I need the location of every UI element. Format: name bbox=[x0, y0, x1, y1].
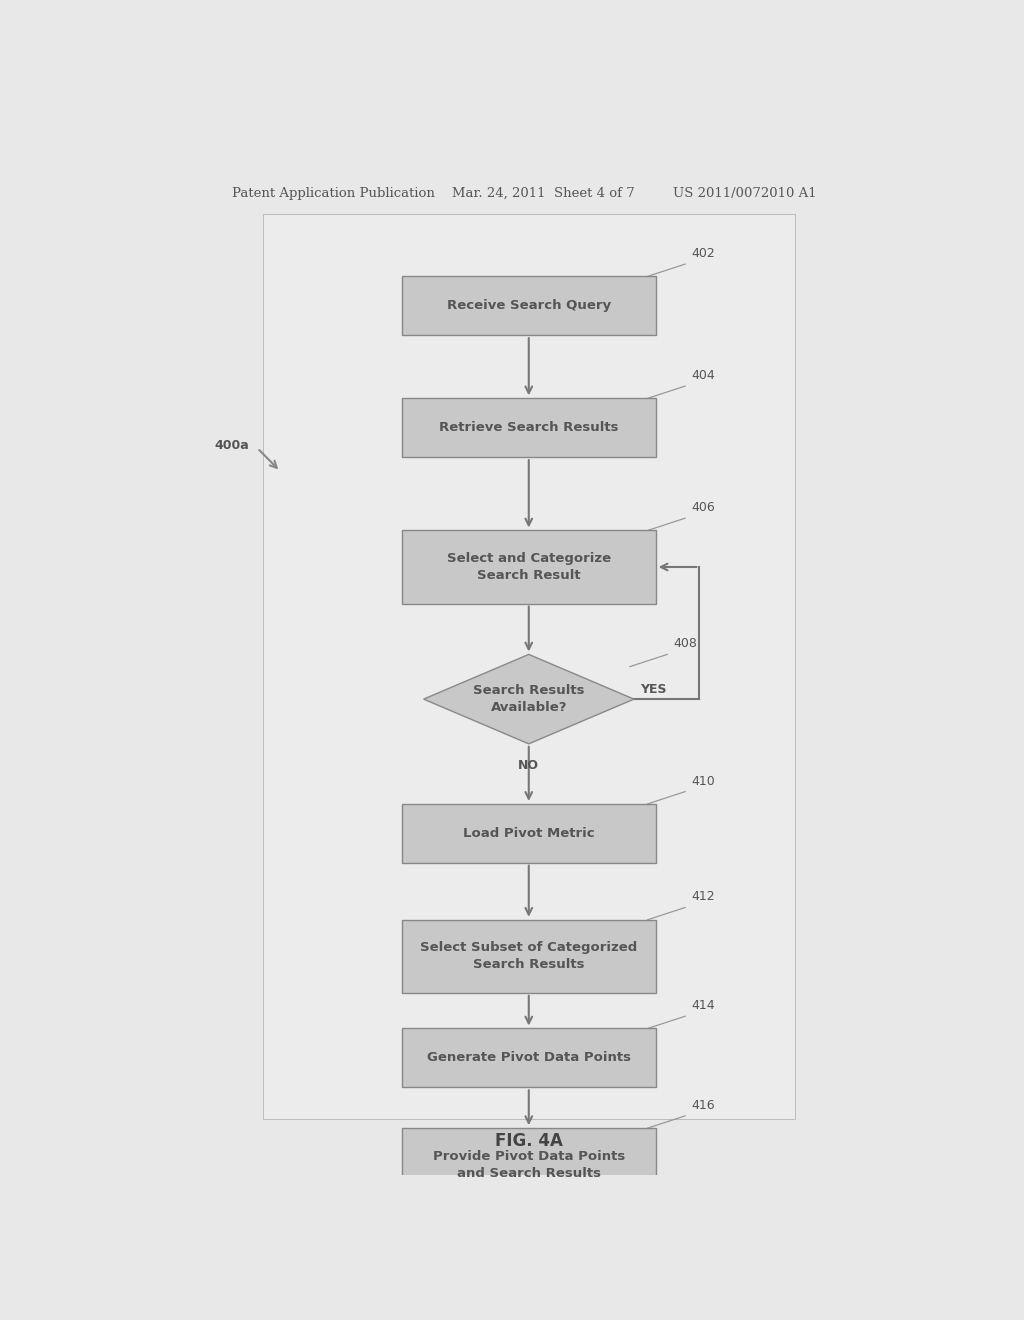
Text: 402: 402 bbox=[691, 247, 715, 260]
Text: Select and Categorize
Search Result: Select and Categorize Search Result bbox=[446, 552, 611, 582]
Text: YES: YES bbox=[640, 682, 667, 696]
Text: NO: NO bbox=[518, 759, 540, 772]
Text: 408: 408 bbox=[674, 638, 697, 651]
Text: 416: 416 bbox=[691, 1098, 715, 1111]
FancyBboxPatch shape bbox=[401, 920, 655, 993]
Text: Provide Pivot Data Points
and Search Results: Provide Pivot Data Points and Search Res… bbox=[433, 1150, 625, 1180]
FancyBboxPatch shape bbox=[401, 1028, 655, 1088]
Text: Patent Application Publication    Mar. 24, 2011  Sheet 4 of 7         US 2011/00: Patent Application Publication Mar. 24, … bbox=[232, 187, 817, 201]
FancyBboxPatch shape bbox=[401, 1129, 655, 1201]
FancyBboxPatch shape bbox=[263, 214, 795, 1119]
Text: FIG. 4A: FIG. 4A bbox=[495, 1133, 563, 1150]
Text: Load Pivot Metric: Load Pivot Metric bbox=[463, 826, 595, 840]
Text: Generate Pivot Data Points: Generate Pivot Data Points bbox=[427, 1052, 631, 1064]
FancyBboxPatch shape bbox=[401, 276, 655, 335]
Text: 400a: 400a bbox=[215, 438, 250, 451]
Polygon shape bbox=[424, 655, 634, 744]
Text: Select Subset of Categorized
Search Results: Select Subset of Categorized Search Resu… bbox=[420, 941, 637, 972]
Text: 406: 406 bbox=[691, 502, 715, 515]
FancyBboxPatch shape bbox=[401, 531, 655, 603]
FancyBboxPatch shape bbox=[401, 804, 655, 863]
FancyBboxPatch shape bbox=[401, 399, 655, 457]
Text: Retrieve Search Results: Retrieve Search Results bbox=[439, 421, 618, 434]
Text: Receive Search Query: Receive Search Query bbox=[446, 300, 611, 313]
Text: 404: 404 bbox=[691, 370, 715, 381]
Text: 410: 410 bbox=[691, 775, 715, 788]
Text: Search Results
Available?: Search Results Available? bbox=[473, 684, 585, 714]
Text: 414: 414 bbox=[691, 999, 715, 1012]
Text: 412: 412 bbox=[691, 891, 715, 903]
